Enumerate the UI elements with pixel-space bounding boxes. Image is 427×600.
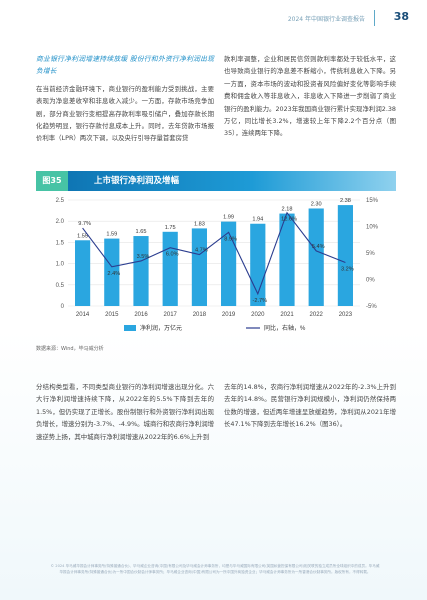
figure-tag: 图35 — [36, 171, 68, 191]
chart-svg: 0 0.5 1.0 1.5 2.0 2.5 -5% 0% 5% 10% 15% 1.55 2014 1.5… — [56, 198, 379, 332]
bar-value-label: 2.30 — [311, 201, 322, 207]
left-tick-label: 2.5 — [56, 198, 65, 204]
right-bottom-paragraph: 去年的14.8%，农商行净利润增速从2022年的-2.3%上升到去年的14.8%… — [224, 383, 396, 429]
bar-2014 — [75, 240, 91, 306]
bar-2022 — [308, 208, 324, 306]
line-value-label: 12.6% — [281, 217, 297, 223]
left-bottom-paragraph: 分结构类型看，不同类型商业银行的净利润增速出现分化。六大行净利润增速持续下降，从… — [36, 383, 214, 441]
header-divider — [374, 10, 375, 26]
x-tick-label: 2018 — [193, 312, 207, 318]
line-value-label: -2.7% — [252, 298, 267, 304]
bar-2023 — [337, 205, 353, 306]
bar-2017 — [162, 231, 178, 306]
x-tick-label: 2021 — [280, 312, 294, 318]
bar-2018 — [191, 228, 207, 306]
right-column-top: 款利率调整，企业和居民信贷则款利率都处于较低水平，这也导致商业银行的净息差不断缩… — [224, 53, 396, 140]
background-pattern — [0, 330, 427, 600]
left-tick-label: 1.5 — [56, 240, 65, 246]
line-value-label: 5.4% — [312, 244, 325, 250]
bar-value-label: 1.83 — [194, 221, 205, 227]
right-tick-label: 0% — [366, 278, 375, 284]
x-tick-label: 2016 — [134, 312, 148, 318]
growth-line — [82, 211, 346, 296]
right-tick-label: 5% — [366, 251, 375, 257]
bar-value-label: 2.18 — [282, 207, 293, 213]
left-tick-label: 0 — [61, 304, 65, 310]
legend-line-label: 同比，右轴，% — [264, 324, 306, 332]
copyright-footer: © 2024 毕马威华振会计师事务所(特殊普通合伙)、毕马威企业咨询(中国)有限… — [50, 564, 380, 574]
line-value-label: 3.5% — [137, 254, 150, 260]
left-tick-label: 1.0 — [56, 262, 65, 268]
x-tick-label: 2014 — [76, 312, 90, 318]
x-tick-label: 2017 — [164, 312, 178, 318]
left-top-paragraph: 在当前经济金融环境下，商业银行的盈利能力受到挑战，主要表现为净息差收窄和非息收入… — [36, 84, 214, 143]
x-tick-label: 2023 — [339, 312, 353, 318]
figure-title-bar: 图35 上市银行净利润及增幅 — [36, 171, 396, 191]
data-source: 数据来源：Wind，毕马威分析 — [36, 346, 104, 352]
page-number: 38 — [393, 10, 409, 23]
bar-2021 — [279, 213, 295, 306]
bar-value-label: 1.65 — [136, 229, 147, 235]
right-tick-label: 15% — [366, 198, 379, 204]
bar-value-label: 1.59 — [106, 232, 117, 238]
left-tick-label: 2.0 — [56, 219, 65, 225]
left-column-bottom: 分结构类型看，不同类型商业银行的净利润增速出现分化。六大行净利润增速持续下降，从… — [36, 381, 214, 443]
bar-value-label: 1.75 — [165, 225, 176, 231]
bar-value-label: 1.55 — [77, 233, 88, 239]
left-tick-label: 0.5 — [56, 283, 65, 289]
net-profit-chart: 0 0.5 1.0 1.5 2.0 2.5 -5% 0% 5% 10% 15% 1.55 2014 1.5… — [36, 192, 396, 338]
left-column-top: 商业银行净利润增速持续放缓 股份行和外资行净利润出现负增长 在当前经济金融环境下… — [36, 53, 214, 145]
bar-2015 — [104, 238, 120, 306]
legend-bar-swatch — [124, 325, 136, 331]
x-tick-label: 2015 — [105, 312, 119, 318]
bar-2016 — [133, 236, 149, 306]
page-header: 2024 年中国银行业调查报告 38 — [0, 0, 427, 40]
right-tick-label: -5% — [366, 304, 377, 310]
right-column-bottom: 去年的14.8%，农商行净利润增速从2022年的-2.3%上升到去年的14.8%… — [224, 381, 396, 431]
bar-value-label: 1.94 — [252, 217, 263, 223]
x-tick-label: 2020 — [251, 312, 265, 318]
figure-title: 上市银行净利润及增幅 — [94, 176, 180, 186]
bar-2019 — [221, 221, 237, 306]
section-heading: 商业银行净利润增速持续放缓 股份行和外资行净利润出现负增长 — [36, 55, 214, 76]
x-tick-label: 2022 — [310, 312, 324, 318]
line-value-label: 3.2% — [341, 267, 354, 273]
line-value-label: 8.9% — [224, 236, 237, 242]
right-top-paragraph: 款利率调整，企业和居民信贷则款利率都处于较低水平，这也导致商业银行的净息差不断缩… — [224, 55, 396, 138]
legend-bar-label: 净利润，万亿元 — [140, 324, 182, 332]
x-tick-label: 2019 — [222, 312, 236, 318]
line-value-label: 6.0% — [166, 252, 179, 258]
bar-value-label: 1.99 — [223, 215, 234, 221]
bar-value-label: 2.38 — [340, 198, 351, 204]
line-value-label: 9.7% — [78, 221, 91, 227]
right-tick-label: 10% — [366, 225, 379, 231]
line-value-label: 4.7% — [195, 248, 208, 254]
report-title: 2024 年中国银行业调查报告 — [287, 16, 365, 23]
line-value-label: 2.4% — [107, 271, 120, 277]
